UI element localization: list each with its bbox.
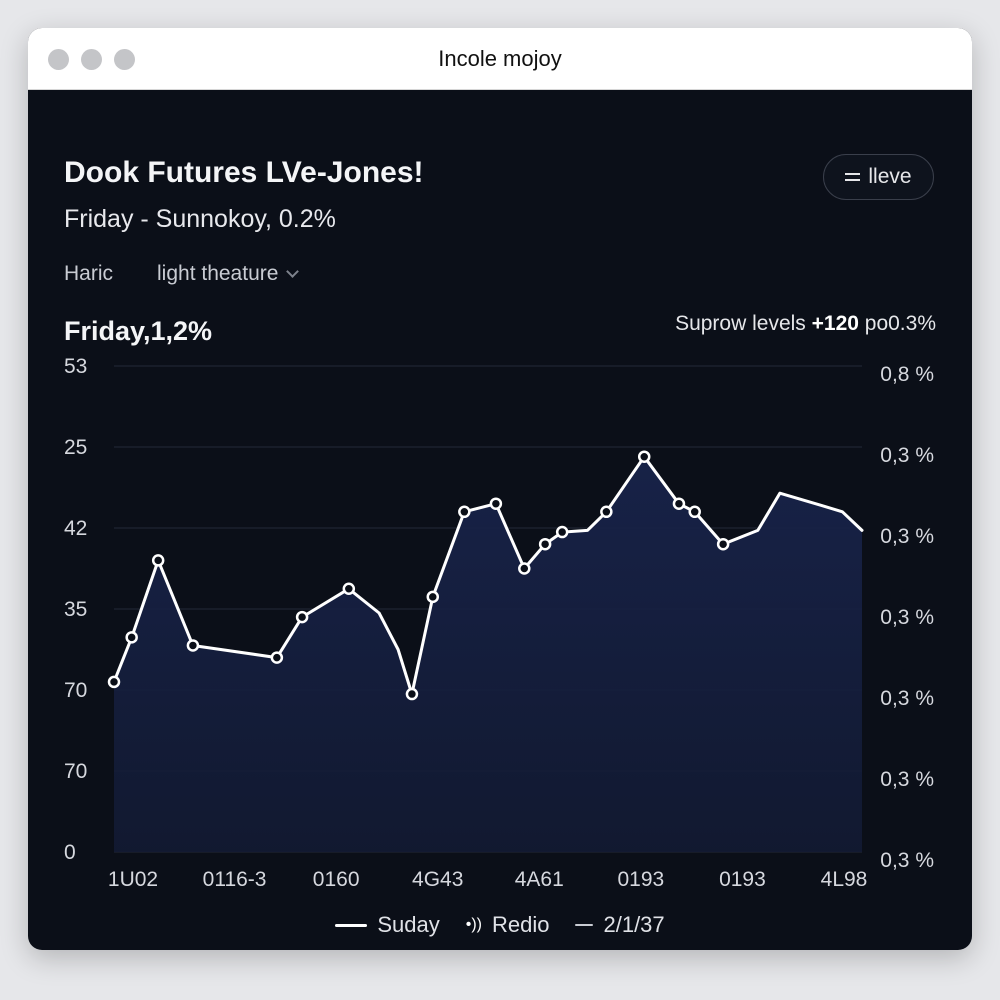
- data-point[interactable]: [489, 497, 503, 510]
- data-point[interactable]: [405, 687, 419, 701]
- menu-button[interactable]: lleve: [823, 154, 934, 200]
- y-left-tick-label: 70: [64, 760, 87, 783]
- data-point[interactable]: [538, 537, 552, 551]
- data-point[interactable]: [151, 554, 165, 567]
- legend-item-redio[interactable]: •)) Redio: [466, 912, 550, 938]
- data-point[interactable]: [458, 505, 471, 519]
- data-point[interactable]: [270, 651, 284, 664]
- y-left-tick-label: 42: [64, 517, 87, 540]
- y-left-tick-label: 35: [64, 598, 87, 621]
- data-point[interactable]: [107, 675, 121, 689]
- legend-label: Redio: [492, 912, 550, 937]
- x-tick-label: 0193: [719, 868, 766, 891]
- minimize-window-button[interactable]: [81, 49, 102, 70]
- x-tick-label: 4L98: [821, 868, 868, 891]
- legend-label: 2/1/37: [603, 912, 665, 937]
- y-axis-right: 0,8 % 0,3 % 0,3 % 0,3 % 0,3 % 0,3 % 0,3 %: [880, 363, 934, 872]
- menu-icon: [845, 172, 861, 182]
- data-point[interactable]: [295, 610, 309, 624]
- data-point[interactable]: [600, 505, 613, 519]
- y-left-tick-label: 53: [64, 355, 87, 378]
- data-point[interactable]: [555, 525, 569, 539]
- y-axis-left: 53 25 42 35 70 70 0: [64, 355, 87, 864]
- filter-label[interactable]: Haric: [64, 262, 114, 285]
- title-bar: Incole mojoy: [28, 28, 972, 90]
- window-controls: [48, 49, 135, 70]
- chevron-down-icon: [286, 265, 300, 278]
- legend-dash-icon: [575, 924, 594, 926]
- support-note-prefix: Suprow levels: [675, 312, 812, 335]
- y-left-tick-label: 70: [64, 679, 87, 702]
- x-tick-label: 1U02: [108, 868, 158, 891]
- y-left-tick-label: 0: [64, 841, 76, 864]
- data-point[interactable]: [342, 582, 356, 595]
- app-window: Incole mojoy 53 25 42 35 70 70 0 0,8 % 0,3 % 0,3…: [28, 28, 972, 950]
- page-subtitle: Friday - Sunnokoy, 0.2%: [64, 205, 336, 233]
- x-tick-label: 0160: [313, 868, 360, 891]
- data-point[interactable]: [637, 450, 651, 463]
- legend-label: Suday: [377, 912, 440, 937]
- page-title: Dook Futures LVe-Jones!: [64, 156, 424, 189]
- y-right-tick-label: 0,3 %: [880, 849, 934, 872]
- support-levels-note: Suprow levels +120 po0.3%: [675, 312, 936, 336]
- legend-item-date[interactable]: 2/1/37: [575, 912, 665, 938]
- support-note-strong: +120: [811, 312, 859, 335]
- data-point[interactable]: [716, 537, 730, 551]
- y-right-tick-label: 0,3 %: [880, 768, 934, 791]
- chart-panel: 53 25 42 35 70 70 0 0,8 % 0,3 % 0,3 % 0,3 % 0,3 % 0…: [28, 90, 972, 950]
- series-area-fill: [114, 456, 862, 852]
- y-right-tick-label: 0,3 %: [880, 606, 934, 629]
- theme-dropdown-value: light theature: [157, 262, 279, 285]
- data-point[interactable]: [688, 505, 701, 519]
- data-point[interactable]: [672, 497, 686, 510]
- y-left-tick-label: 25: [64, 436, 87, 459]
- menu-button-label: lleve: [868, 165, 912, 188]
- x-tick-label: 0193: [617, 868, 664, 891]
- close-window-button[interactable]: [48, 49, 69, 70]
- legend-item-suday[interactable]: Suday: [335, 912, 440, 938]
- x-tick-label: 4A61: [515, 868, 564, 891]
- data-point[interactable]: [186, 639, 200, 652]
- legend-line-icon: [335, 923, 368, 927]
- series-markers: [107, 450, 730, 701]
- zoom-window-button[interactable]: [114, 49, 135, 70]
- data-point[interactable]: [125, 631, 138, 644]
- y-right-tick-label: 0,3 %: [880, 444, 934, 467]
- data-point[interactable]: [518, 562, 531, 575]
- radio-wave-icon: •)): [465, 916, 482, 933]
- chart-legend: Suday •)) Redio 2/1/37: [28, 912, 972, 938]
- window-title: Incole mojoy: [438, 46, 562, 71]
- y-right-tick-label: 0,3 %: [880, 525, 934, 548]
- x-tick-label: 0116-3: [203, 868, 267, 891]
- x-axis: 1U02 0116-3 0160 4G43 4A61 0193 0193 4L98: [108, 868, 867, 891]
- y-right-tick-label: 0,3 %: [880, 687, 934, 710]
- x-tick-label: 4G43: [412, 868, 463, 891]
- theme-dropdown[interactable]: light theature: [157, 262, 300, 286]
- y-right-tick-label: 0,8 %: [880, 363, 934, 386]
- support-note-suffix: po0.3%: [858, 312, 936, 335]
- data-point[interactable]: [426, 590, 440, 604]
- summary-value: Friday,1,2%: [64, 316, 213, 346]
